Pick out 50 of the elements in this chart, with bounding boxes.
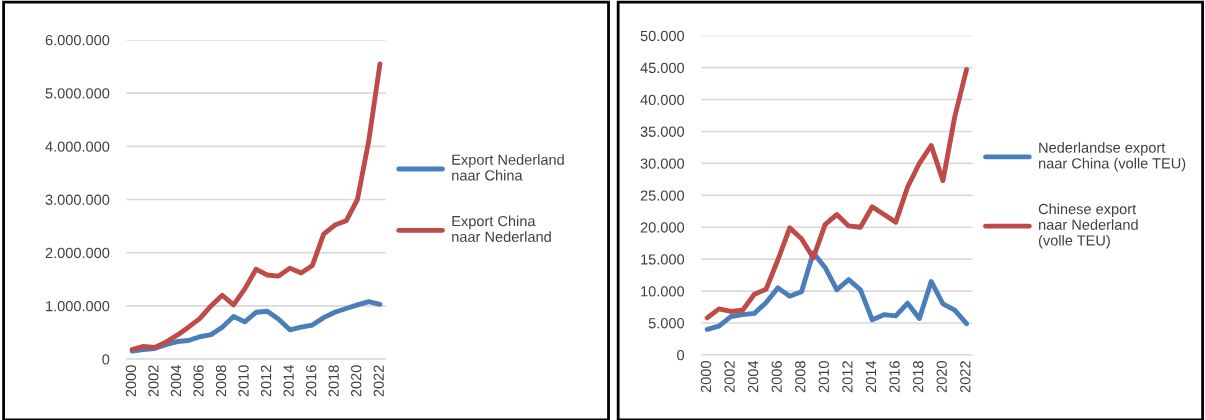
- y-tick-label: 3.000.000: [45, 194, 110, 205]
- y-tick-label: 1.000.000: [46, 301, 110, 312]
- x-tick-label: 2016: [305, 365, 317, 397]
- x-tick-label: 2008: [795, 361, 806, 393]
- y-tick-label: 25.000: [640, 190, 685, 201]
- x-tick-label: 2022: [373, 365, 384, 397]
- x-tick-label: 2006: [193, 365, 204, 397]
- y-tick-label: 40.000: [640, 94, 685, 105]
- y-tick-label: 35.000: [640, 126, 685, 137]
- x-tick-label: 2012: [260, 365, 272, 397]
- y-tick-label: 45.000: [640, 62, 685, 74]
- x-tick-label: 2020: [936, 361, 947, 393]
- legend-label: Chinese export naar Nederland (volle TEU): [1038, 203, 1138, 249]
- x-tick-label: 2018: [328, 365, 339, 397]
- line-series: [704, 250, 969, 332]
- x-tick-label: 2000: [125, 365, 137, 397]
- y-tick-label: 6.000.000: [45, 35, 110, 46]
- y-tick-label: 10.000: [641, 286, 685, 297]
- legend-label: Export Nederland naar China: [452, 154, 564, 181]
- line-series: [129, 299, 383, 354]
- y-tick-label: 30.000: [640, 158, 685, 169]
- x-tick-label: 2000: [700, 361, 712, 393]
- y-tick-label: 0: [677, 350, 685, 361]
- line-series: [129, 61, 383, 352]
- line-series: [704, 67, 969, 321]
- x-tick-label: 2004: [747, 360, 759, 393]
- y-tick-label: 4.000.000: [45, 141, 110, 152]
- x-tick-label: 2002: [724, 361, 735, 393]
- x-tick-label: 2022: [960, 361, 971, 393]
- legend-label: Nederlandse export naar China (volle TEU): [1039, 142, 1186, 172]
- x-tick-label: 2020: [351, 365, 362, 397]
- y-tick-label: 50.000: [640, 30, 685, 42]
- y-tick-label: 5.000.000: [45, 88, 110, 99]
- x-tick-label: 2006: [771, 361, 782, 393]
- x-tick-label: 2014: [865, 360, 877, 393]
- x-tick-label: 2010: [818, 361, 829, 393]
- x-tick-label: 2014: [283, 365, 294, 397]
- x-tick-label: 2010: [238, 365, 249, 397]
- y-tick-label: 2.000.000: [45, 247, 110, 259]
- legend-label: Export China naar Nederland: [452, 215, 551, 242]
- x-tick-label: 2004: [170, 365, 182, 397]
- x-tick-label: 2012: [842, 361, 853, 393]
- y-tick-label: 0: [102, 354, 110, 365]
- x-tick-label: 2008: [215, 365, 227, 397]
- y-tick-label: 20.000: [640, 222, 685, 233]
- y-tick-label: 15.000: [641, 254, 685, 265]
- x-tick-label: 2016: [889, 361, 900, 393]
- x-tick-label: 2002: [148, 365, 159, 397]
- x-tick-label: 2018: [912, 361, 924, 393]
- y-tick-label: 5.000: [648, 318, 685, 329]
